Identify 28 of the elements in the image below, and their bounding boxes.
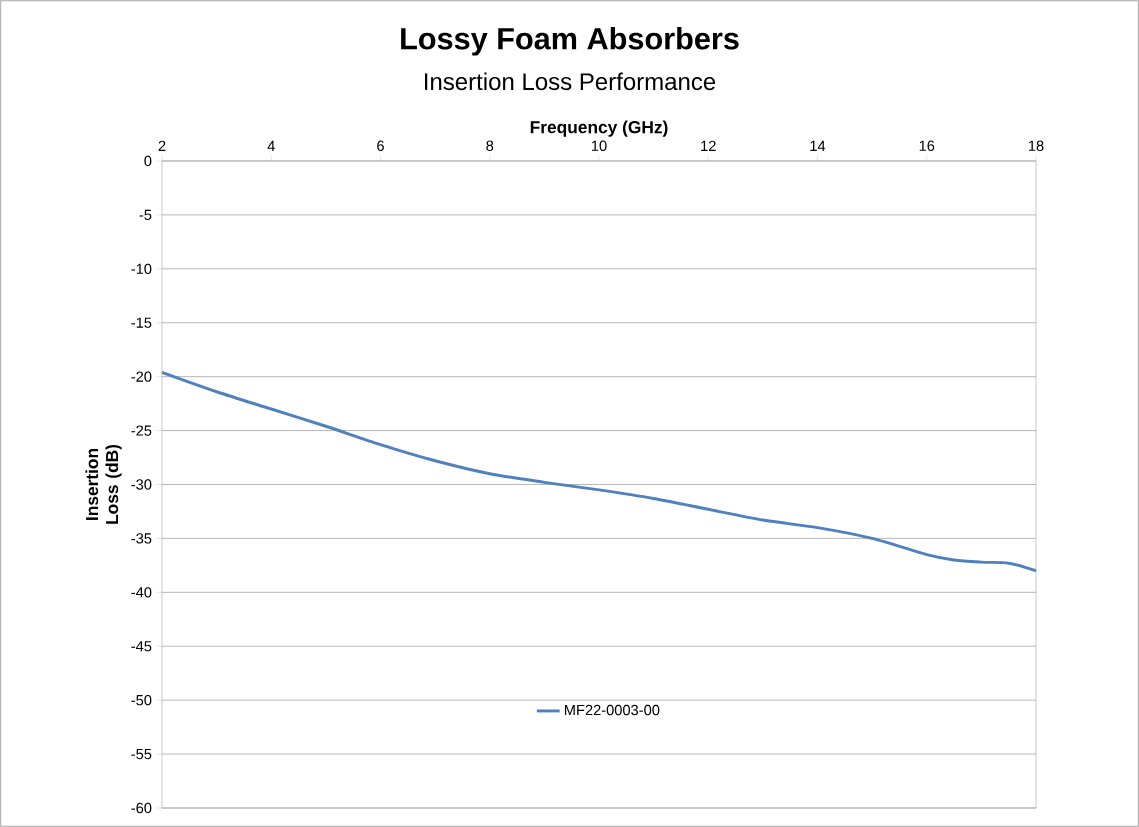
- y-tick-label: -35: [131, 533, 152, 544]
- x-tick-label: 14: [810, 140, 826, 151]
- y-tick-label: -45: [131, 641, 152, 652]
- y-tick-label: 0: [144, 155, 152, 167]
- chart-subtitle: Insertion Loss Performance: [424, 72, 716, 91]
- y-tick-label: -50: [131, 694, 152, 706]
- x-tick-label: 12: [701, 140, 716, 151]
- legend-label: MF22-0003-00: [564, 704, 660, 716]
- x-tick-label: 10: [591, 140, 607, 151]
- y-axis-title: Insertion Loss (dB): [85, 444, 122, 524]
- x-tick-label: 8: [486, 140, 494, 151]
- chart-title: Lossy Foam Absorbers: [401, 27, 739, 56]
- y-tick-label: -55: [131, 748, 152, 760]
- x-tick-label: 16: [919, 140, 935, 151]
- x-tick-label: 4: [267, 140, 275, 151]
- y-tick-label: -5: [139, 209, 152, 221]
- y-tick-label: -10: [131, 263, 152, 275]
- y-tick-label: -25: [131, 425, 152, 436]
- y-tick-label: -40: [131, 587, 152, 598]
- line-series: [160, 370, 1038, 573]
- x-tick-label: 2: [158, 140, 166, 151]
- y-tick-label: -60: [131, 802, 152, 814]
- y-tick-label: -30: [131, 479, 152, 490]
- x-tick-label: 6: [377, 140, 384, 151]
- y-tick-label: -15: [131, 317, 152, 328]
- y-tick-label: -20: [131, 371, 152, 382]
- x-axis-title: Frequency (GHz): [530, 120, 668, 137]
- x-tick-label: 18: [1028, 140, 1044, 151]
